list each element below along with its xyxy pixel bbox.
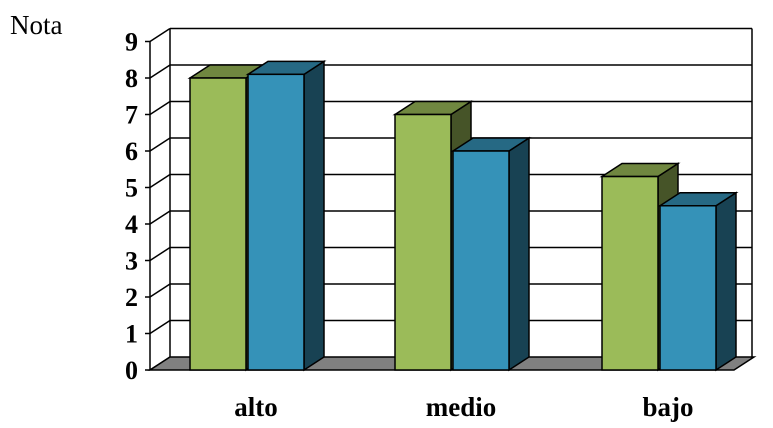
gridline-depth xyxy=(149,173,171,189)
bar-front-face xyxy=(601,175,659,371)
y-tick-label: 1 xyxy=(125,320,138,349)
y-axis-label: Nota xyxy=(10,10,63,40)
y-tick-label: 2 xyxy=(125,283,138,312)
y-tick-label: 7 xyxy=(125,101,138,130)
gridline-depth xyxy=(149,137,171,152)
gridline-depth xyxy=(149,210,171,225)
bar-medio-2 xyxy=(450,136,532,372)
bar-side-face xyxy=(303,59,325,372)
labels-layer: Nota 0 1 2 3 4 5 6 7 8 9 alto medio bajo xyxy=(10,10,694,422)
bar-bajo-2 xyxy=(657,191,739,372)
bar-side-face xyxy=(715,191,737,372)
y-tick-label: 4 xyxy=(125,210,138,239)
bars-layer xyxy=(187,59,739,372)
gridline-depth xyxy=(149,27,171,43)
y-tick-label: 9 xyxy=(125,28,138,57)
bar-alto-2 xyxy=(245,59,327,372)
y-tick-label: 8 xyxy=(125,64,138,93)
x-tick-label-bajo: bajo xyxy=(642,392,693,422)
bar-front-face xyxy=(394,113,452,371)
gridline-depth xyxy=(149,100,171,116)
y-tick-label: 5 xyxy=(125,174,138,203)
gridline-depth xyxy=(149,319,171,335)
x-tick-label-alto: alto xyxy=(234,392,278,422)
gridline-depth xyxy=(149,283,171,298)
y-tick-label: 6 xyxy=(125,137,138,166)
bar-front-face xyxy=(247,73,305,371)
x-tick-label-medio: medio xyxy=(426,392,497,422)
bar-front-face xyxy=(189,77,247,371)
bar-side-face xyxy=(508,136,530,372)
bar-front-face xyxy=(659,205,717,371)
gridline-depth xyxy=(149,64,171,79)
y-tick-label: 0 xyxy=(125,356,138,385)
y-tick-label: 3 xyxy=(125,247,138,276)
gridline-depth xyxy=(149,246,171,262)
bar-front-face xyxy=(452,150,510,371)
